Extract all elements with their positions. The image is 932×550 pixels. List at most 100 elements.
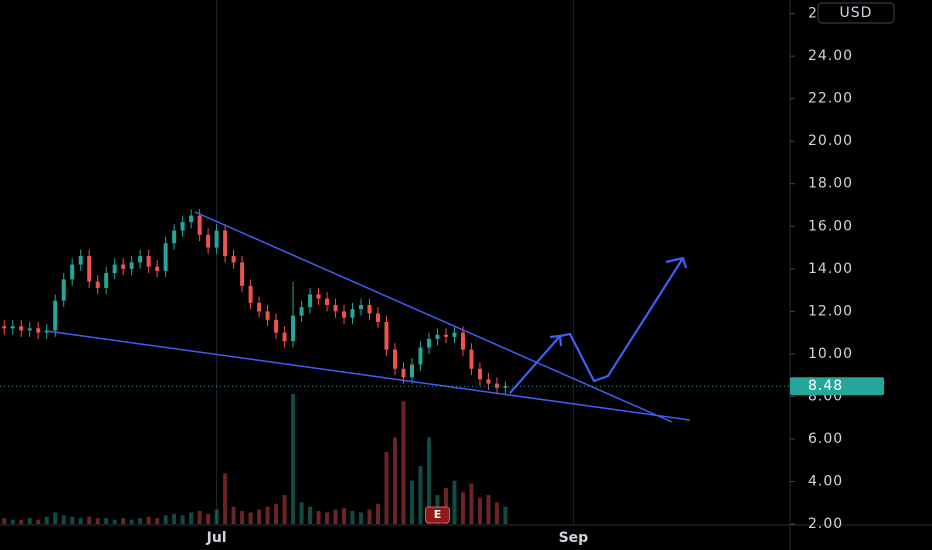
volume-bar (172, 513, 177, 524)
candle-body (418, 347, 423, 365)
trendline (46, 330, 691, 421)
candle-body (460, 332, 465, 350)
y-tick-label: 20.00 (808, 133, 853, 149)
candle-body (452, 332, 457, 337)
y-tick-label: 6.00 (808, 431, 843, 447)
candle-body (376, 313, 381, 322)
volume-bar (359, 512, 364, 524)
candle-body (223, 230, 228, 257)
volume-bar (163, 515, 168, 524)
volume-bar (104, 518, 109, 524)
candle-body (469, 349, 474, 369)
candle-body (325, 298, 330, 305)
candle-body (282, 332, 287, 342)
volume-bar (265, 506, 270, 524)
volume-bar (291, 394, 296, 524)
volume-bar (2, 518, 7, 524)
arrow-path (509, 257, 684, 394)
volume-bar (189, 512, 194, 524)
volume-bar (78, 518, 83, 524)
candle-body (78, 256, 83, 265)
volume-bar (180, 515, 185, 524)
candle-body (121, 264, 126, 269)
candle-body (10, 326, 15, 329)
earnings-badge[interactable] (424, 506, 450, 524)
y-tick-label: 12.00 (808, 303, 853, 319)
candle-body (44, 330, 49, 333)
trendline (194, 211, 673, 423)
candle-body (104, 273, 109, 288)
candle-body (308, 294, 313, 308)
volume-bar (384, 451, 389, 524)
y-tick-label: 2.00 (808, 516, 843, 532)
candle-body (27, 328, 32, 331)
candle-body (367, 304, 372, 314)
candle-body (359, 304, 364, 310)
candle-body (129, 262, 134, 269)
volume-bar (452, 480, 457, 524)
candle-body (299, 307, 304, 316)
currency-box[interactable] (817, 2, 895, 24)
volume-bar (393, 437, 397, 524)
volume-bar (469, 483, 474, 524)
candle-body (112, 264, 117, 274)
grid (216, 0, 574, 525)
volume-bar (494, 502, 499, 524)
currency: USD (840, 5, 873, 21)
candle-body (2, 326, 7, 329)
candle-body (248, 285, 253, 303)
volume-bar (240, 511, 245, 524)
arrow-head (665, 256, 688, 269)
candle-body (87, 256, 92, 282)
candle-body (443, 334, 448, 337)
y-tick-label: 18.00 (808, 176, 853, 192)
volume-bar (61, 515, 66, 524)
candle-body (384, 321, 389, 350)
volume-bar (248, 512, 253, 524)
volume-bar (274, 503, 279, 524)
candle-body (95, 281, 100, 288)
volume-bar (44, 516, 49, 524)
candle-body (240, 262, 245, 286)
volume-bar (426, 437, 431, 524)
volume-bar (231, 506, 236, 524)
candle-body (197, 215, 202, 235)
last-price-box (790, 377, 884, 396)
volume-bar (333, 509, 338, 524)
candle-body (36, 328, 41, 333)
volume-bar (87, 516, 92, 524)
candle-body (146, 256, 151, 267)
volume-bar (477, 498, 482, 524)
y-tick-label: 24.00 (808, 48, 853, 64)
candle-body (172, 230, 177, 244)
volume-bar (409, 480, 414, 524)
volume-bar (197, 511, 202, 524)
volume-bar (443, 487, 448, 524)
drawings (46, 211, 691, 423)
volume-bar (299, 502, 304, 524)
volume-bar (367, 509, 372, 524)
y-tick-label: 4.00 (808, 473, 843, 489)
volume-bar (486, 495, 491, 524)
candle-body (393, 349, 397, 369)
volume-bar (308, 506, 313, 524)
candle-body (70, 264, 75, 280)
candle-body (342, 311, 347, 318)
y-tick-label: 22.00 (808, 91, 853, 107)
volume-bar (325, 512, 330, 524)
candle-body (231, 256, 236, 263)
volume-bar (418, 466, 423, 524)
y-tick-label: 10.00 (808, 346, 853, 362)
candle-body (265, 311, 270, 320)
candle-body (486, 379, 491, 384)
candle-body (435, 334, 440, 339)
last-price-label: 8.48 (808, 378, 843, 394)
x-tick-label: Sep (559, 530, 589, 546)
candle-body (401, 368, 406, 378)
volume-bar (376, 503, 381, 524)
y-tick-label: 14.00 (808, 261, 853, 277)
candle-body (477, 368, 482, 380)
candle-body (53, 300, 58, 331)
volume-bar (10, 519, 15, 524)
